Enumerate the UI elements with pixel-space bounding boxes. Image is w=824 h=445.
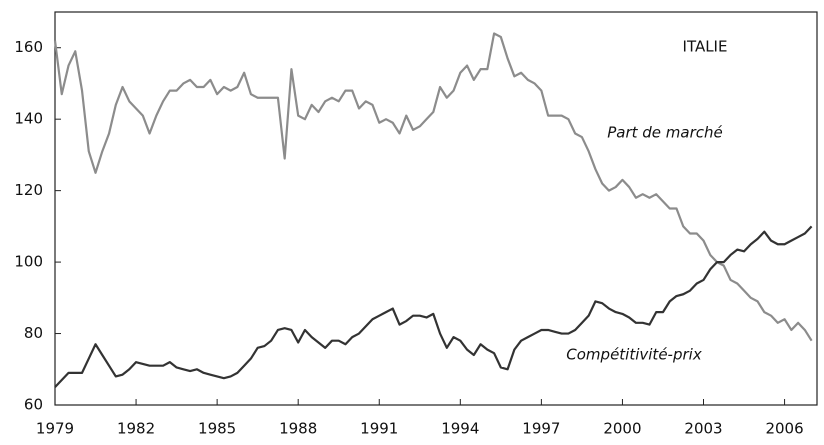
y-tick-label: 160	[14, 38, 43, 56]
x-tick-label: 1988	[279, 420, 317, 438]
x-tick-label: 1994	[441, 420, 479, 438]
x-tick-label: 1991	[360, 420, 398, 438]
x-tick-label: 1982	[117, 420, 155, 438]
y-tick-label: 100	[14, 253, 43, 271]
x-tick-label: 1985	[198, 420, 236, 438]
x-tick-label: 1979	[36, 420, 74, 438]
chart-title: ITALIE	[683, 38, 728, 56]
x-tick-label: 2003	[684, 420, 722, 438]
x-tick-label: 2000	[603, 420, 641, 438]
y-tick-label: 60	[24, 396, 43, 414]
plot-frame	[54, 11, 818, 406]
series-label: Compétitivité-prix	[566, 346, 702, 364]
y-tick-label: 140	[14, 110, 43, 128]
series-line	[54, 225, 813, 388]
series-line	[53, 32, 813, 342]
y-tick-label: 80	[24, 324, 43, 342]
x-tick-label: 1997	[522, 420, 560, 438]
x-tick-label: 2006	[765, 420, 803, 438]
y-tick-label: 120	[14, 181, 43, 199]
series-label: Part de marché	[607, 124, 723, 142]
